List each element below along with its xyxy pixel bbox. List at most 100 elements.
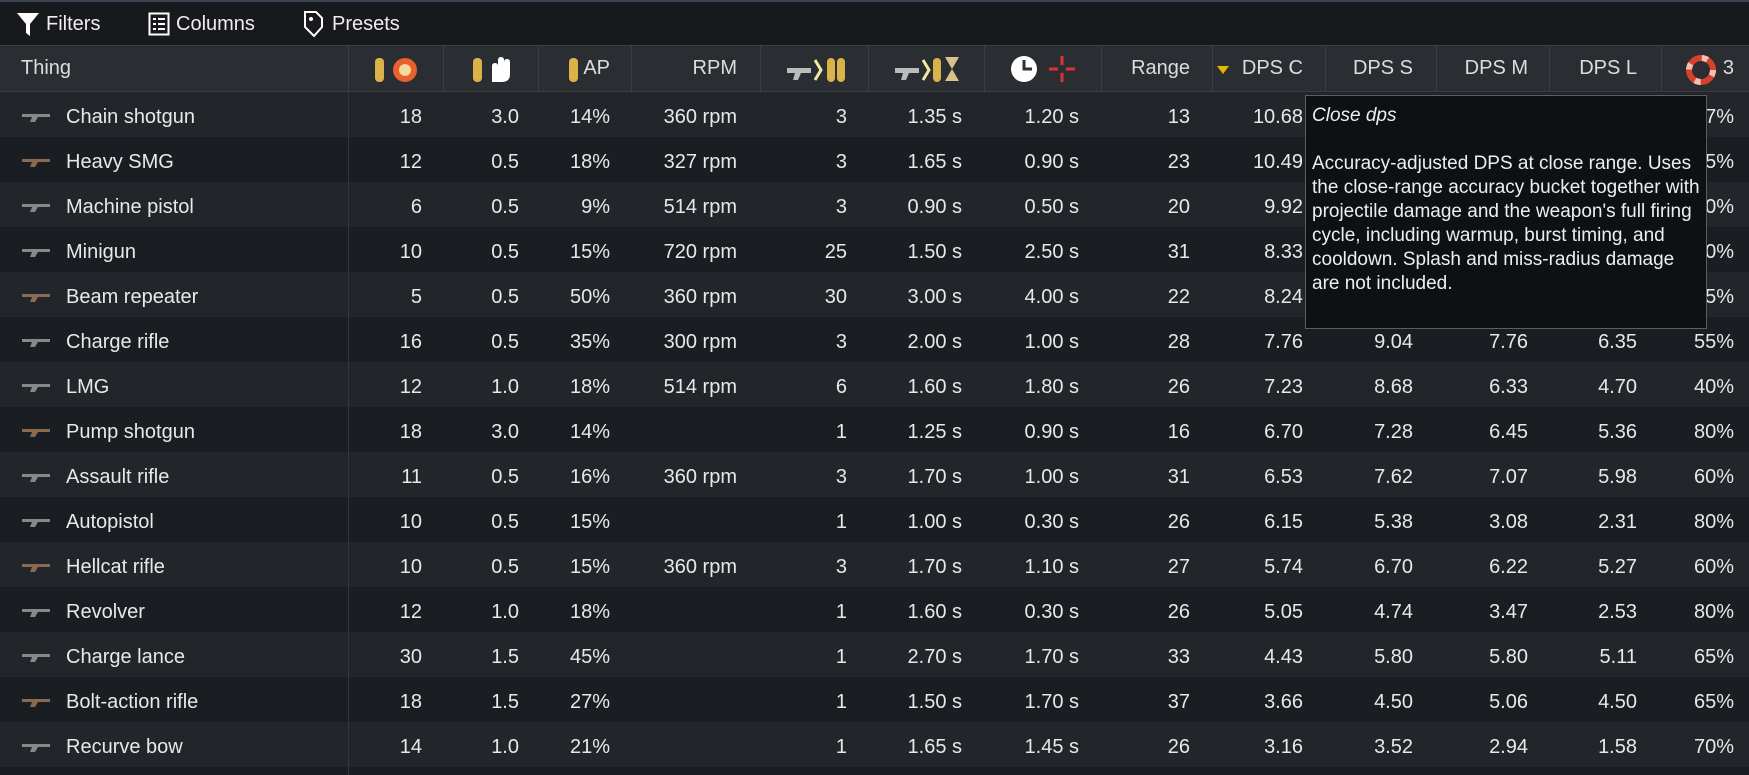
table-cell: 10.68 xyxy=(1252,106,1303,128)
table-cell: 5% xyxy=(1705,286,1734,308)
table-row[interactable]: Recurve bow 14 1.0 21% 1 1.65 s 1.45 s 26 3.16 3.… xyxy=(0,722,1749,767)
column-header[interactable]: DPS L xyxy=(1579,57,1637,79)
table-cell: 5.06 xyxy=(1489,691,1528,713)
table-cell: 1 xyxy=(835,646,847,668)
table-cell: 1.65 s xyxy=(907,736,962,758)
presets-button[interactable]: Presets xyxy=(302,10,400,38)
table-cell: 14% xyxy=(569,421,610,443)
table-cell: 360 rpm xyxy=(663,556,737,578)
table-cell: 9% xyxy=(581,196,610,218)
table-row[interactable]: LMG 12 1.0 18% 514 rpm 6 1.60 s 1.80 s 26 7.23 8.6… xyxy=(0,362,1749,407)
table-row[interactable]: Bolt-action rifle 18 1.5 27% 1 1.50 s 1.70 s 37… xyxy=(0,677,1749,722)
column-header[interactable]: RPM xyxy=(692,57,737,79)
table-cell: 3.0 xyxy=(491,106,519,128)
table-row[interactable]: Pump shotgun 18 3.0 14% 1 1.25 s 0.90 s 16 6.70 7… xyxy=(0,407,1749,452)
columns-button[interactable]: Columns xyxy=(148,10,255,38)
thing-icon xyxy=(22,384,50,392)
table-cell: 65% xyxy=(1693,646,1734,668)
table-cell: 26 xyxy=(1167,601,1190,623)
thing-icon xyxy=(22,744,50,752)
table-cell: 3 xyxy=(835,331,847,353)
column-separator xyxy=(443,46,444,91)
tooltip-title: Close dps xyxy=(1312,105,1397,126)
table-cell: 1.00 s xyxy=(907,511,962,533)
table-cell: 28 xyxy=(1167,331,1190,353)
table-cell: 1.35 s xyxy=(907,106,962,128)
tooltip-body: Accuracy-adjusted DPS at close range. Us… xyxy=(1312,153,1700,294)
thing-icon xyxy=(22,429,50,437)
column-header[interactable]: AP xyxy=(583,57,610,79)
table-cell: 40% xyxy=(1693,376,1734,398)
table-cell: 0.5 xyxy=(491,196,519,218)
table-row[interactable]: Autopistol 10 0.5 15% 1 1.00 s 0.30 s 26 6.15 5.3… xyxy=(0,497,1749,542)
table-cell: 0.5 xyxy=(491,331,519,353)
stopping-icon xyxy=(473,57,510,82)
table-cell: 4.50 xyxy=(1598,691,1637,713)
table-cell: 2.94 xyxy=(1489,736,1528,758)
table-cell: 45% xyxy=(569,646,610,668)
sort-indicator xyxy=(1217,66,1229,74)
column-header[interactable]: DPS C xyxy=(1241,57,1303,79)
table-cell: 80% xyxy=(1693,421,1734,443)
table-cell: 14% xyxy=(569,106,610,128)
table-cell: 12 xyxy=(399,601,422,623)
burst-icon xyxy=(787,58,845,82)
table-cell: 7% xyxy=(1705,106,1734,128)
table-cell: 1.70 s xyxy=(907,556,962,578)
table-cell: 50% xyxy=(569,286,610,308)
table-cell: 1.58 xyxy=(1598,736,1637,758)
table-cell: 0.30 s xyxy=(1024,511,1079,533)
column-header[interactable]: DPS M xyxy=(1464,57,1528,79)
thing-icon xyxy=(22,204,50,212)
table-cell: 1.25 s xyxy=(907,421,962,443)
table-cell: 7.76 xyxy=(1264,331,1303,353)
table-cell: 65% xyxy=(1693,691,1734,713)
table-cell: 5.98 xyxy=(1598,466,1637,488)
table-row[interactable]: Revolver 12 1.0 18% 1 1.60 s 0.30 s 26 5.05 4.74 3… xyxy=(0,587,1749,632)
table-cell: 13 xyxy=(1167,106,1190,128)
table-cell: 1.20 s xyxy=(1024,106,1079,128)
table-cell: 12 xyxy=(399,151,422,173)
column-separator xyxy=(868,46,869,91)
table-cell: 3.00 s xyxy=(907,286,962,308)
table-cell: 31 xyxy=(1167,241,1190,263)
column-separator xyxy=(631,46,632,91)
table-cell: 514 rpm xyxy=(663,196,737,218)
table-cell: 360 rpm xyxy=(663,106,737,128)
filters-button[interactable]: Filters xyxy=(16,10,100,38)
table-cell: 5.36 xyxy=(1598,421,1637,443)
table-cell: 16 xyxy=(399,331,422,353)
table-cell: 18% xyxy=(569,376,610,398)
table-cell: 327 rpm xyxy=(663,151,737,173)
table-cell: 8.24 xyxy=(1264,286,1303,308)
table-cell: 16% xyxy=(569,466,610,488)
table-cell: 1 xyxy=(835,511,847,533)
column-header[interactable]: DPS S xyxy=(1352,57,1413,79)
table-cell: 7.23 xyxy=(1264,376,1303,398)
table-cell: 2.50 s xyxy=(1024,241,1079,263)
table-row[interactable]: Assault rifle 11 0.5 16% 360 rpm 3 1.70 s 1.00 … xyxy=(0,452,1749,497)
column-separator xyxy=(1661,46,1662,91)
table-cell: 18 xyxy=(399,421,422,443)
table-cell: 7.62 xyxy=(1374,466,1413,488)
table-row[interactable]: Charge lance 30 1.5 45% 1 2.70 s 1.70 s 33 4.43 5… xyxy=(0,632,1749,677)
thing-name: Minigun xyxy=(66,241,137,263)
column-separator xyxy=(1212,46,1213,91)
column-header[interactable]: Thing xyxy=(21,57,72,79)
table-cell: 6.45 xyxy=(1489,421,1528,443)
table-cell: 3 xyxy=(835,106,847,128)
table-cell: 0.50 s xyxy=(1024,196,1079,218)
table-cell: 15% xyxy=(569,556,610,578)
table-cell: 15% xyxy=(569,241,610,263)
table-cell: 4.43 xyxy=(1264,646,1303,668)
column-separator xyxy=(538,46,539,91)
table-row[interactable]: Hellcat rifle 10 0.5 15% 360 rpm 3 1.70 s 1.10 … xyxy=(0,542,1749,587)
thing-icon xyxy=(22,159,50,167)
column-header[interactable]: Range xyxy=(1131,57,1190,79)
table-cell: 2.00 s xyxy=(907,331,962,353)
column-header[interactable]: 3 xyxy=(1722,57,1734,79)
table-cell: 1.0 xyxy=(491,376,519,398)
thing-name: Hellcat rifle xyxy=(66,556,165,578)
table-cell: 6.22 xyxy=(1489,556,1528,578)
table-cell: 9.04 xyxy=(1374,331,1413,353)
